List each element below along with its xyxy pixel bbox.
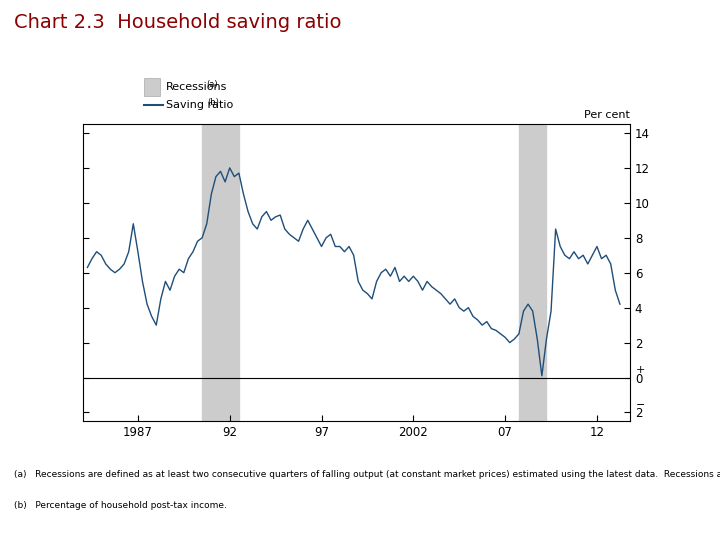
Text: (b): (b) xyxy=(207,98,219,107)
Text: (a)   Recessions are defined as at least two consecutive quarters of falling out: (a) Recessions are defined as at least t… xyxy=(14,470,720,479)
Text: Chart 2.3  Household saving ratio: Chart 2.3 Household saving ratio xyxy=(14,14,342,32)
Bar xyxy=(519,124,546,421)
Text: Saving ratio: Saving ratio xyxy=(166,100,233,110)
Bar xyxy=(202,124,239,421)
Text: Per cent: Per cent xyxy=(584,110,630,120)
Text: −: − xyxy=(636,400,645,410)
Text: Recessions: Recessions xyxy=(166,82,227,92)
Text: +: + xyxy=(636,364,645,375)
Text: (a): (a) xyxy=(206,80,217,90)
Text: (b)   Percentage of household post-tax income.: (b) Percentage of household post-tax inc… xyxy=(14,501,228,510)
